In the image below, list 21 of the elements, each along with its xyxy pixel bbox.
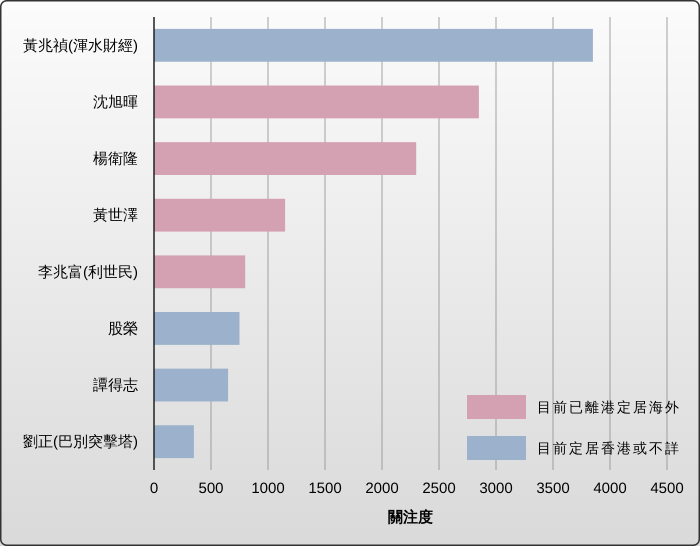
x-tick-label: 3500 [536, 480, 570, 497]
y-tick-label: 黃世澤 [93, 207, 138, 224]
x-tick-label: 500 [198, 480, 224, 497]
legend-label: 目前已離港定居海外 [537, 399, 681, 415]
y-tick-label: 沈旭暉 [93, 94, 138, 111]
y-tick-label: 黃兆禎(渾水財經) [23, 37, 138, 54]
x-tick-label: 1500 [308, 480, 342, 497]
x-tick-label: 2000 [365, 480, 399, 497]
x-tick-label: 1000 [251, 480, 285, 497]
y-tick-label: 楊衛隆 [93, 150, 138, 168]
x-tick-label: 4500 [650, 480, 684, 497]
x-tick-label: 0 [150, 480, 158, 497]
y-tick-label: 股榮 [108, 320, 138, 338]
x-tick-label: 2500 [422, 480, 456, 497]
y-tick-label: 劉正(巴別突擊塔) [23, 434, 138, 451]
x-tick-label: 3000 [479, 480, 513, 497]
y-tick-label: 譚得志 [93, 377, 138, 394]
y-tick-label: 李兆富(利世民) [38, 264, 138, 281]
x-axis-title: 關注度 [388, 508, 433, 526]
x-tick-label: 4000 [593, 480, 627, 497]
legend-label: 目前定居香港或不詳 [537, 440, 681, 456]
